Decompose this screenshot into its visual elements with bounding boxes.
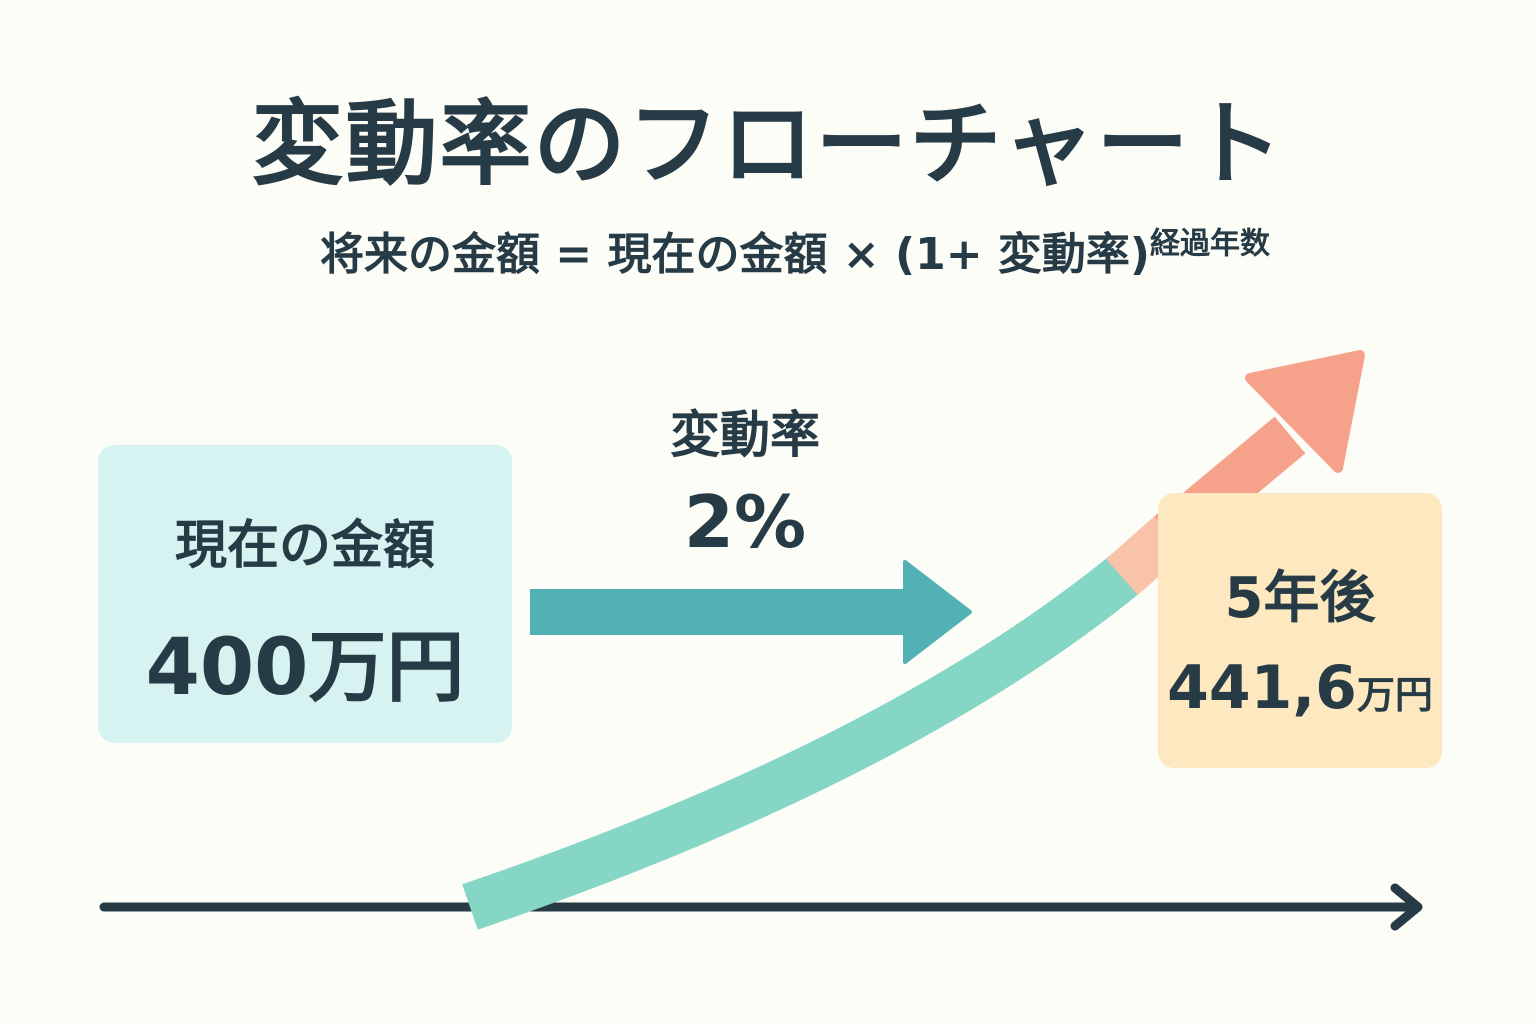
flow-arrow-shaft	[530, 589, 910, 635]
rate-label: 変動率	[670, 406, 820, 464]
flow-arrowhead	[903, 560, 972, 664]
future-amount-box: 5年後 441,6万円	[1158, 493, 1442, 768]
formula-text: 将来の金額 = 現在の金額 × (1+ 変動率)	[319, 229, 1151, 280]
future-amount-number: 441,6	[1167, 653, 1357, 723]
future-amount-unit: 万円	[1356, 673, 1433, 717]
rate-value: 2%	[683, 480, 807, 564]
present-amount-value: 400万円	[145, 623, 465, 713]
growth-arrowhead	[1245, 350, 1365, 473]
formula: 将来の金額 = 現在の金額 × (1+ 変動率)経過年数	[0, 218, 1536, 282]
present-amount-box: 現在の金額 400万円	[98, 445, 512, 743]
formula-exponent: 経過年数	[1150, 226, 1271, 262]
future-amount-label: 5年後	[1224, 566, 1376, 631]
page-title: 変動率のフローチャート	[251, 91, 1285, 198]
present-amount-label: 現在の金額	[174, 516, 435, 576]
future-amount-value: 441,6万円	[1158, 653, 1442, 723]
growth-curve	[462, 551, 1146, 930]
time-axis-arrowhead	[1390, 883, 1423, 931]
